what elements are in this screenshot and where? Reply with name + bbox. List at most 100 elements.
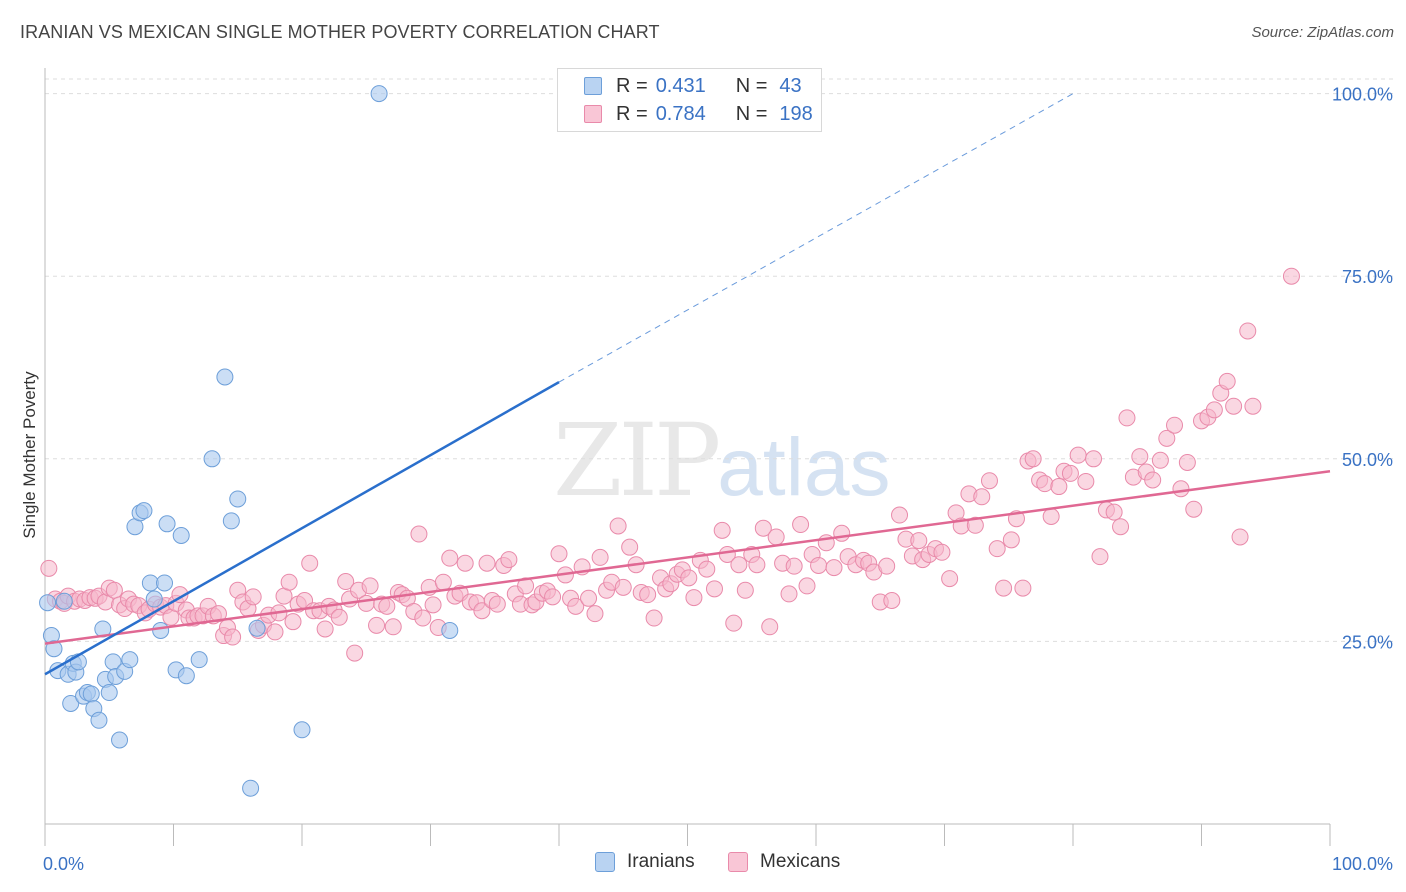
mexicans-point (1091, 548, 1109, 566)
mexicans-point (1178, 453, 1196, 471)
mexicans-point (1131, 448, 1149, 466)
mexicans-point (500, 551, 518, 569)
iranians-point (141, 574, 159, 592)
legend-label: Iranians (627, 851, 695, 872)
n-value: 43 (779, 74, 802, 97)
mexicans-point (878, 557, 896, 575)
mexicans-point (810, 556, 828, 574)
mexicans-point (621, 538, 639, 556)
iranians-trendline-extension (558, 93, 1074, 383)
y-axis-label: Single Mother Poverty (20, 371, 39, 539)
y-tick-label: 75.0% (1342, 267, 1393, 287)
mexicans-point (280, 573, 298, 591)
mexicans-point (410, 525, 428, 543)
mexicans-point (1042, 508, 1060, 526)
r-value: 0.431 (655, 74, 706, 97)
mexicans-point (698, 560, 716, 578)
mexicans-point (284, 613, 302, 631)
mexicans-point (980, 472, 998, 490)
mexicans-point (754, 519, 772, 537)
x-tick-label: 100.0% (1332, 854, 1393, 874)
iranians-point (39, 594, 57, 612)
mexicans-point (725, 614, 743, 632)
mexicans-point (1282, 267, 1300, 285)
mexicans-point (244, 588, 262, 606)
mexicans-point (995, 579, 1013, 597)
mexicans-point (1002, 531, 1020, 549)
mexicans-point (1166, 416, 1184, 434)
correlation-legend: R = 0.431 N = 43 R = 0.784 N = 198 (557, 68, 822, 132)
mexicans-point (434, 573, 452, 591)
mexicans-point (357, 594, 375, 612)
iranians-point (45, 640, 63, 658)
mexicans-point (1050, 478, 1068, 496)
mexicans-point (609, 517, 627, 535)
iranians-trendline (44, 381, 560, 676)
mexicans-point (105, 581, 123, 599)
iranians-swatch (595, 852, 615, 872)
n-label: N = (735, 74, 768, 97)
iranians-point (82, 685, 100, 703)
mexicans-point (441, 549, 459, 567)
mexicans-point (1205, 401, 1223, 419)
mexicans-point (1105, 503, 1123, 521)
mexicans-point (748, 556, 766, 574)
watermark-zip: ZIP (553, 402, 721, 519)
iranians-point (172, 526, 190, 544)
iranians-point (156, 574, 174, 592)
mexicans-point (330, 608, 348, 626)
mexicans-point (1112, 518, 1130, 536)
mexicans-point (685, 589, 703, 607)
mexicans-point (346, 644, 364, 662)
mexicans-point (580, 589, 598, 607)
watermark: ZIPatlas (553, 402, 891, 519)
mexicans-point (1144, 471, 1162, 489)
iranians-point (55, 592, 73, 610)
mexicans-point (567, 597, 585, 615)
mexicans-point (591, 548, 609, 566)
mexicans-point (614, 578, 632, 596)
iranians-point (370, 85, 388, 103)
mexicans-point (1172, 480, 1190, 498)
mexicans-point (368, 616, 386, 634)
mexicans-point (736, 581, 754, 599)
mexicans-point (1069, 446, 1087, 464)
mexicans-point (798, 577, 816, 595)
mexicans-point (1231, 528, 1249, 546)
mexicans-point (224, 628, 242, 646)
mexicans-point (550, 545, 568, 563)
iranians-point (135, 502, 153, 520)
mexicans-point (316, 620, 334, 638)
mexicans-point (1185, 500, 1203, 518)
mexicans-point (966, 516, 984, 534)
source-label: Source: ZipAtlas.com (1251, 24, 1394, 41)
mexicans-point (544, 588, 562, 606)
legend-row-mexicans: R = 0.784 N = 198 (584, 101, 813, 127)
y-tick-label: 25.0% (1342, 632, 1393, 652)
mexicans-point (478, 554, 496, 572)
mexicans-point (40, 559, 58, 577)
mexicans-point (780, 585, 798, 603)
iranians-point (203, 450, 221, 468)
iranians-point (90, 711, 108, 729)
legend-item-mexicans[interactable]: Mexicans (728, 851, 840, 873)
iranians-point (121, 651, 139, 669)
iranians-point (216, 368, 234, 386)
series-legend: Iranians Mexicans (0, 851, 1406, 877)
legend-item-iranians[interactable]: Iranians (595, 851, 695, 873)
mexicans-point (988, 540, 1006, 558)
mexicans-trendline (44, 469, 1331, 645)
mexicans-point (883, 592, 901, 609)
y-tick-label: 50.0% (1342, 450, 1393, 470)
mexicans-point (1036, 475, 1054, 493)
iranians-point (145, 590, 163, 608)
iranians-point (111, 731, 129, 749)
mexicans-point (1014, 579, 1032, 597)
iranians-point (62, 694, 80, 712)
legend-row-iranians: R = 0.431 N = 43 (584, 73, 802, 99)
mexicans-point (1077, 472, 1095, 490)
legend-label: Mexicans (760, 851, 841, 872)
mexicans-point (266, 623, 284, 641)
iranians-point (248, 619, 266, 637)
mexicans-point (586, 605, 604, 623)
